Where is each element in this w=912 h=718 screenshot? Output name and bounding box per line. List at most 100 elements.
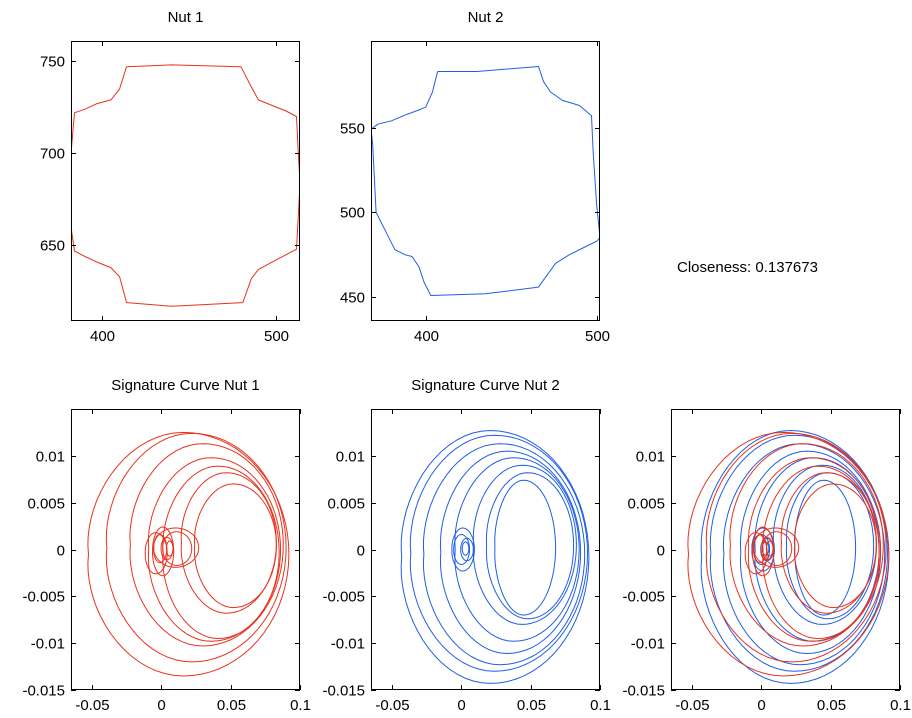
- sig2-loop: [472, 464, 577, 625]
- y-tick-label: 0: [57, 543, 65, 560]
- plot-area-sig1: [87, 431, 290, 677]
- y-tick-label: 750: [40, 54, 65, 71]
- nut2-outline-series: [371, 66, 600, 296]
- sig1-loop: [160, 536, 174, 561]
- overlay-sig1-loop: [760, 536, 774, 561]
- sig1-loop: [165, 540, 174, 557]
- x-tick-label: -0.05: [75, 697, 109, 714]
- chart-title: Nut 1: [168, 9, 204, 26]
- chart-title: Signature Curve Nut 1: [111, 377, 259, 394]
- axes-frame: [371, 41, 600, 321]
- y-tick-label: 0.01: [36, 449, 65, 466]
- sig1-loop: [105, 432, 287, 663]
- axes-sig1: -0.05 0 0.05 0.1 -0.015 -0.01 -0.005 0 0.005 0.01…: [22, 377, 310, 714]
- y-tick-label: 0.005: [627, 496, 665, 513]
- y-tick-label: -0.005: [22, 589, 65, 606]
- sig1-loop: [87, 431, 290, 677]
- x-tick-label: 0: [457, 697, 465, 714]
- y-tick-label: 650: [40, 238, 65, 255]
- y-tick-label: -0.01: [331, 636, 365, 653]
- closeness-readout: Closeness: 0.137673: [677, 259, 818, 276]
- overlay-sig1-loop: [705, 432, 887, 663]
- overlay-sig2-loop: [700, 430, 890, 684]
- y-tick-label: -0.015: [622, 683, 665, 700]
- y-tick-label: 0: [357, 543, 365, 560]
- sig1-loop: [129, 443, 284, 647]
- axes-sig2: -0.05 0 0.05 0.1 -0.015 -0.01 -0.005 0 0.005 0.01…: [322, 377, 610, 714]
- sig2-loop: [461, 541, 470, 556]
- sig2-loop: [454, 457, 580, 642]
- sig1-loop: [180, 472, 277, 614]
- overlay-sig1-loop: [687, 431, 890, 677]
- x-tick-label: 0.1: [890, 697, 911, 714]
- overlay-sig1-loop: [752, 526, 775, 577]
- y-tick-label: 0.01: [336, 449, 365, 466]
- y-tick-label: -0.01: [31, 636, 65, 653]
- overlay-sig2-loop: [722, 443, 886, 666]
- y-tick-label: -0.015: [22, 683, 65, 700]
- overlay-sig1-loop: [765, 540, 774, 557]
- y-tick-label: 0.005: [327, 496, 365, 513]
- overlay-sig2-loop: [785, 472, 875, 620]
- x-tick-label: 0.1: [290, 697, 311, 714]
- overlay-sig1-loop: [729, 443, 884, 647]
- sig2-loop: [453, 534, 470, 565]
- y-tick-label: -0.015: [322, 683, 365, 700]
- overlay-sig1-loop: [793, 483, 877, 609]
- x-tick-label: 400: [414, 328, 439, 345]
- sig2-loop: [460, 537, 474, 562]
- y-tick-label: 0.005: [27, 496, 65, 513]
- y-tick-label: 0.01: [636, 449, 665, 466]
- axes-overlay: -0.05 0 0.05 0.1 -0.015 -0.01 -0.005 0 0.005 0.01: [622, 409, 911, 714]
- x-tick-label: 0: [157, 697, 165, 714]
- x-tick-label: 400: [90, 328, 115, 345]
- y-tick-label: 500: [340, 205, 365, 222]
- sig1-loop: [162, 531, 193, 566]
- x-tick-label: 0.1: [590, 697, 611, 714]
- plot-area-sig2: [400, 430, 590, 684]
- x-tick-label: 0: [757, 697, 765, 714]
- sig2-loop: [494, 479, 557, 616]
- overlay-sig2-loop: [772, 464, 877, 625]
- sig1-loop: [152, 526, 175, 577]
- overlay-sig1-loop: [762, 531, 793, 566]
- axes-frame: [671, 409, 900, 690]
- sig2-loop: [451, 527, 475, 572]
- y-tick-label: 700: [40, 146, 65, 163]
- sig2-loop: [422, 443, 586, 666]
- overlay-sig1-loop: [753, 534, 768, 564]
- axes-frame: [371, 409, 600, 690]
- x-tick-label: 500: [264, 328, 289, 345]
- y-tick-label: -0.01: [631, 636, 665, 653]
- y-tick-label: 450: [340, 290, 365, 307]
- sig1-loop: [153, 534, 168, 564]
- plot-area-overlay: [687, 430, 890, 684]
- sig2-loop: [439, 450, 582, 654]
- plot-area-nut1: [71, 64, 300, 307]
- axes-frame: [71, 409, 300, 690]
- y-tick-label: 0: [657, 543, 665, 560]
- x-tick-label: 0.05: [517, 697, 546, 714]
- x-tick-label: 0.05: [217, 697, 246, 714]
- x-tick-label: 0.05: [817, 697, 846, 714]
- x-tick-label: 500: [585, 328, 610, 345]
- sig2-loop: [409, 434, 588, 672]
- axes-nut2: 400 500 450 500 550 Nut 2: [340, 9, 610, 345]
- overlay-sig2-loop: [739, 450, 882, 654]
- sig2-loop: [485, 472, 575, 620]
- overlay-sig1-loop: [780, 472, 877, 614]
- overlay-sig2-loop: [794, 479, 857, 616]
- chart-title: Nut 2: [468, 9, 504, 26]
- axes-nut1: 400 500 650 700 750 Nut 1: [40, 9, 300, 345]
- y-tick-label: 550: [340, 121, 365, 138]
- sig2-loop: [400, 430, 590, 684]
- plot-area-nut2: [371, 66, 600, 296]
- y-tick-label: -0.005: [322, 589, 365, 606]
- nut1-outline-series: [71, 64, 300, 307]
- x-tick-label: -0.05: [375, 697, 409, 714]
- chart-title: Signature Curve Nut 2: [411, 377, 559, 394]
- axes-frame: [71, 41, 300, 321]
- sig1-loop: [193, 483, 277, 609]
- y-tick-label: -0.005: [622, 589, 665, 606]
